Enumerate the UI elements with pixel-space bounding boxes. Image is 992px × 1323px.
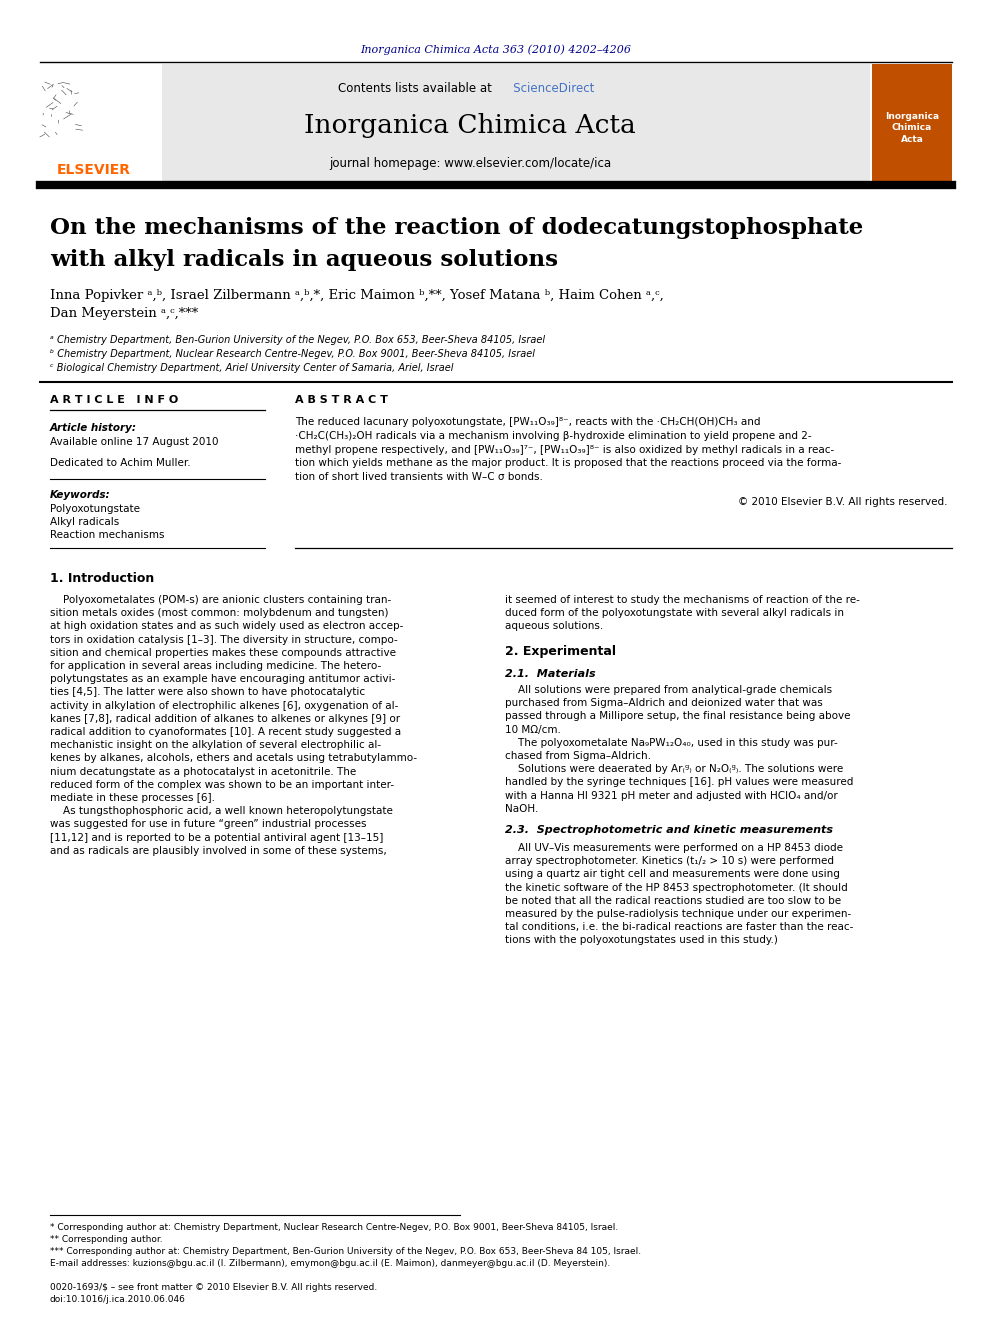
Text: A B S T R A C T: A B S T R A C T <box>295 396 388 405</box>
Text: sition metals oxides (most common: molybdenum and tungsten): sition metals oxides (most common: molyb… <box>50 609 389 618</box>
Text: mediate in these processes [6].: mediate in these processes [6]. <box>50 792 215 803</box>
Text: Inorganica Chimica Acta: Inorganica Chimica Acta <box>305 112 636 138</box>
Text: ScienceDirect: ScienceDirect <box>398 82 594 94</box>
FancyBboxPatch shape <box>40 64 870 183</box>
Text: passed through a Millipore setup, the final resistance being above: passed through a Millipore setup, the fi… <box>505 712 850 721</box>
Text: Polyoxotungstate: Polyoxotungstate <box>50 504 140 515</box>
Text: Reaction mechanisms: Reaction mechanisms <box>50 531 165 540</box>
Text: ᵃ Chemistry Department, Ben-Gurion University of the Negev, P.O. Box 653, Beer-S: ᵃ Chemistry Department, Ben-Gurion Unive… <box>50 335 546 345</box>
Text: The reduced lacunary polyoxotungstate, [PW₁₁O₃₉]⁸⁻, reacts with the ·CH₂CH(OH)CH: The reduced lacunary polyoxotungstate, [… <box>295 417 761 427</box>
Text: journal homepage: www.elsevier.com/locate/ica: journal homepage: www.elsevier.com/locat… <box>329 156 611 169</box>
Text: 0020-1693/$ – see front matter © 2010 Elsevier B.V. All rights reserved.: 0020-1693/$ – see front matter © 2010 El… <box>50 1282 377 1291</box>
Text: Inorganica
Chimica
Acta: Inorganica Chimica Acta <box>885 111 939 144</box>
Text: The polyoxometalate Na₉PW₁₂O₄₀, used in this study was pur-: The polyoxometalate Na₉PW₁₂O₄₀, used in … <box>505 738 838 747</box>
Text: with a Hanna HI 9321 pH meter and adjusted with HClO₄ and/or: with a Hanna HI 9321 pH meter and adjust… <box>505 791 838 800</box>
Text: activity in alkylation of electrophilic alkenes [6], oxygenation of al-: activity in alkylation of electrophilic … <box>50 701 399 710</box>
Text: mechanistic insight on the alkylation of several electrophilic al-: mechanistic insight on the alkylation of… <box>50 740 381 750</box>
Text: be noted that all the radical reactions studied are too slow to be: be noted that all the radical reactions … <box>505 896 841 906</box>
Text: Dan Meyerstein ᵃ,ᶜ,***: Dan Meyerstein ᵃ,ᶜ,*** <box>50 307 198 320</box>
Text: All UV–Vis measurements were performed on a HP 8453 diode: All UV–Vis measurements were performed o… <box>505 843 843 853</box>
Text: As tungsthophosphoric acid, a well known heteropolytungstate: As tungsthophosphoric acid, a well known… <box>50 806 393 816</box>
Text: chased from Sigma–Aldrich.: chased from Sigma–Aldrich. <box>505 751 651 761</box>
Text: Article history:: Article history: <box>50 423 137 433</box>
Text: Dedicated to Achim Muller.: Dedicated to Achim Muller. <box>50 458 190 468</box>
Text: radical addition to cyanoformates [10]. A recent study suggested a: radical addition to cyanoformates [10]. … <box>50 728 401 737</box>
Text: *** Corresponding author at: Chemistry Department, Ben-Gurion University of the : *** Corresponding author at: Chemistry D… <box>50 1246 641 1256</box>
Text: using a quartz air tight cell and measurements were done using: using a quartz air tight cell and measur… <box>505 869 840 880</box>
Text: it seemed of interest to study the mechanisms of reaction of the re-: it seemed of interest to study the mecha… <box>505 595 860 605</box>
Text: 1. Introduction: 1. Introduction <box>50 572 154 585</box>
Text: tal conditions, i.e. the bi-radical reactions are faster than the reac-: tal conditions, i.e. the bi-radical reac… <box>505 922 853 933</box>
Text: 2. Experimental: 2. Experimental <box>505 646 616 659</box>
Text: 2.3.  Spectrophotometric and kinetic measurements: 2.3. Spectrophotometric and kinetic meas… <box>505 826 833 835</box>
Text: * Corresponding author at: Chemistry Department, Nuclear Research Centre-Negev, : * Corresponding author at: Chemistry Dep… <box>50 1222 618 1232</box>
Text: at high oxidation states and as such widely used as electron accep-: at high oxidation states and as such wid… <box>50 622 404 631</box>
Text: aqueous solutions.: aqueous solutions. <box>505 622 603 631</box>
Text: tions with the polyoxotungstates used in this study.): tions with the polyoxotungstates used in… <box>505 935 778 946</box>
Text: polytungstates as an example have encouraging antitumor activi-: polytungstates as an example have encour… <box>50 675 396 684</box>
Text: NaOH.: NaOH. <box>505 804 539 814</box>
Text: © 2010 Elsevier B.V. All rights reserved.: © 2010 Elsevier B.V. All rights reserved… <box>738 497 948 507</box>
Text: Polyoxometalates (POM-s) are anionic clusters containing tran-: Polyoxometalates (POM-s) are anionic clu… <box>50 595 391 605</box>
Text: doi:10.1016/j.ica.2010.06.046: doi:10.1016/j.ica.2010.06.046 <box>50 1294 186 1303</box>
Text: Available online 17 August 2010: Available online 17 August 2010 <box>50 437 218 447</box>
Text: Alkyl radicals: Alkyl radicals <box>50 517 119 527</box>
Text: Contents lists available at: Contents lists available at <box>338 82 496 94</box>
Text: ᵇ Chemistry Department, Nuclear Research Centre-Negev, P.O. Box 9001, Beer-Sheva: ᵇ Chemistry Department, Nuclear Research… <box>50 349 535 359</box>
Text: purchased from Sigma–Aldrich and deionized water that was: purchased from Sigma–Aldrich and deioniz… <box>505 699 822 708</box>
Text: Inorganica Chimica Acta 363 (2010) 4202–4206: Inorganica Chimica Acta 363 (2010) 4202–… <box>360 45 632 56</box>
Text: duced form of the polyoxotungstate with several alkyl radicals in: duced form of the polyoxotungstate with … <box>505 609 844 618</box>
Text: and as radicals are plausibly involved in some of these systems,: and as radicals are plausibly involved i… <box>50 845 387 856</box>
Text: tors in oxidation catalysis [1–3]. The diversity in structure, compo-: tors in oxidation catalysis [1–3]. The d… <box>50 635 398 644</box>
Text: On the mechanisms of the reaction of dodecatungstophosphate: On the mechanisms of the reaction of dod… <box>50 217 863 239</box>
Text: Solutions were deaerated by Ar₍ᵍ₎ or N₂O₍ᵍ₎. The solutions were: Solutions were deaerated by Ar₍ᵍ₎ or N₂O… <box>505 765 843 774</box>
Text: sition and chemical properties makes these compounds attractive: sition and chemical properties makes the… <box>50 648 396 658</box>
Text: ·CH₂C(CH₃)₂OH radicals via a mechanism involving β-hydroxide elimination to yiel: ·CH₂C(CH₃)₂OH radicals via a mechanism i… <box>295 431 811 441</box>
Text: tion of short lived transients with W–C σ bonds.: tion of short lived transients with W–C … <box>295 472 543 482</box>
Text: A R T I C L E   I N F O: A R T I C L E I N F O <box>50 396 179 405</box>
Text: tion which yields methane as the major product. It is proposed that the reaction: tion which yields methane as the major p… <box>295 458 841 468</box>
Text: All solutions were prepared from analytical-grade chemicals: All solutions were prepared from analyti… <box>505 685 832 695</box>
Text: kanes [7,8], radical addition of alkanes to alkenes or alkynes [9] or: kanes [7,8], radical addition of alkanes… <box>50 714 400 724</box>
Text: for application in several areas including medicine. The hetero-: for application in several areas includi… <box>50 662 381 671</box>
Text: ELSEVIER: ELSEVIER <box>57 163 131 177</box>
Text: the kinetic software of the HP 8453 spectrophotometer. (It should: the kinetic software of the HP 8453 spec… <box>505 882 848 893</box>
FancyBboxPatch shape <box>40 64 162 183</box>
Text: nium decatungstate as a photocatalyst in acetonitrile. The: nium decatungstate as a photocatalyst in… <box>50 766 356 777</box>
Text: array spectrophotometer. Kinetics (t₁/₂ > 10 s) were performed: array spectrophotometer. Kinetics (t₁/₂ … <box>505 856 834 867</box>
Text: measured by the pulse-radiolysis technique under our experimen-: measured by the pulse-radiolysis techniq… <box>505 909 851 919</box>
Text: ** Corresponding author.: ** Corresponding author. <box>50 1234 163 1244</box>
Text: with alkyl radicals in aqueous solutions: with alkyl radicals in aqueous solutions <box>50 249 558 271</box>
Text: 2.1.  Materials: 2.1. Materials <box>505 669 595 679</box>
Text: [11,12] and is reported to be a potential antiviral agent [13–15]: [11,12] and is reported to be a potentia… <box>50 832 383 843</box>
FancyBboxPatch shape <box>872 64 952 183</box>
Text: ᶜ Biological Chemistry Department, Ariel University Center of Samaria, Ariel, Is: ᶜ Biological Chemistry Department, Ariel… <box>50 363 453 373</box>
Text: Inna Popivker ᵃ,ᵇ, Israel Zilbermann ᵃ,ᵇ,*, Eric Maimon ᵇ,**, Yosef Matana ᵇ, Ha: Inna Popivker ᵃ,ᵇ, Israel Zilbermann ᵃ,ᵇ… <box>50 288 664 302</box>
Text: E-mail addresses: kuzions@bgu.ac.il (I. Zilbermann), emymon@bgu.ac.il (E. Maimon: E-mail addresses: kuzions@bgu.ac.il (I. … <box>50 1258 610 1267</box>
Text: ties [4,5]. The latter were also shown to have photocatalytic: ties [4,5]. The latter were also shown t… <box>50 688 365 697</box>
Text: 10 MΩ/cm.: 10 MΩ/cm. <box>505 725 560 734</box>
Text: was suggested for use in future “green” industrial processes: was suggested for use in future “green” … <box>50 819 366 830</box>
Text: reduced form of the complex was shown to be an important inter-: reduced form of the complex was shown to… <box>50 779 394 790</box>
Text: methyl propene respectively, and [PW₁₁O₃₉]⁷⁻, [PW₁₁O₃₉]⁸⁻ is also oxidized by me: methyl propene respectively, and [PW₁₁O₃… <box>295 445 834 455</box>
Text: Keywords:: Keywords: <box>50 490 111 500</box>
Text: kenes by alkanes, alcohols, ethers and acetals using tetrabutylammo-: kenes by alkanes, alcohols, ethers and a… <box>50 753 417 763</box>
Text: handled by the syringe techniques [16]. pH values were measured: handled by the syringe techniques [16]. … <box>505 778 853 787</box>
